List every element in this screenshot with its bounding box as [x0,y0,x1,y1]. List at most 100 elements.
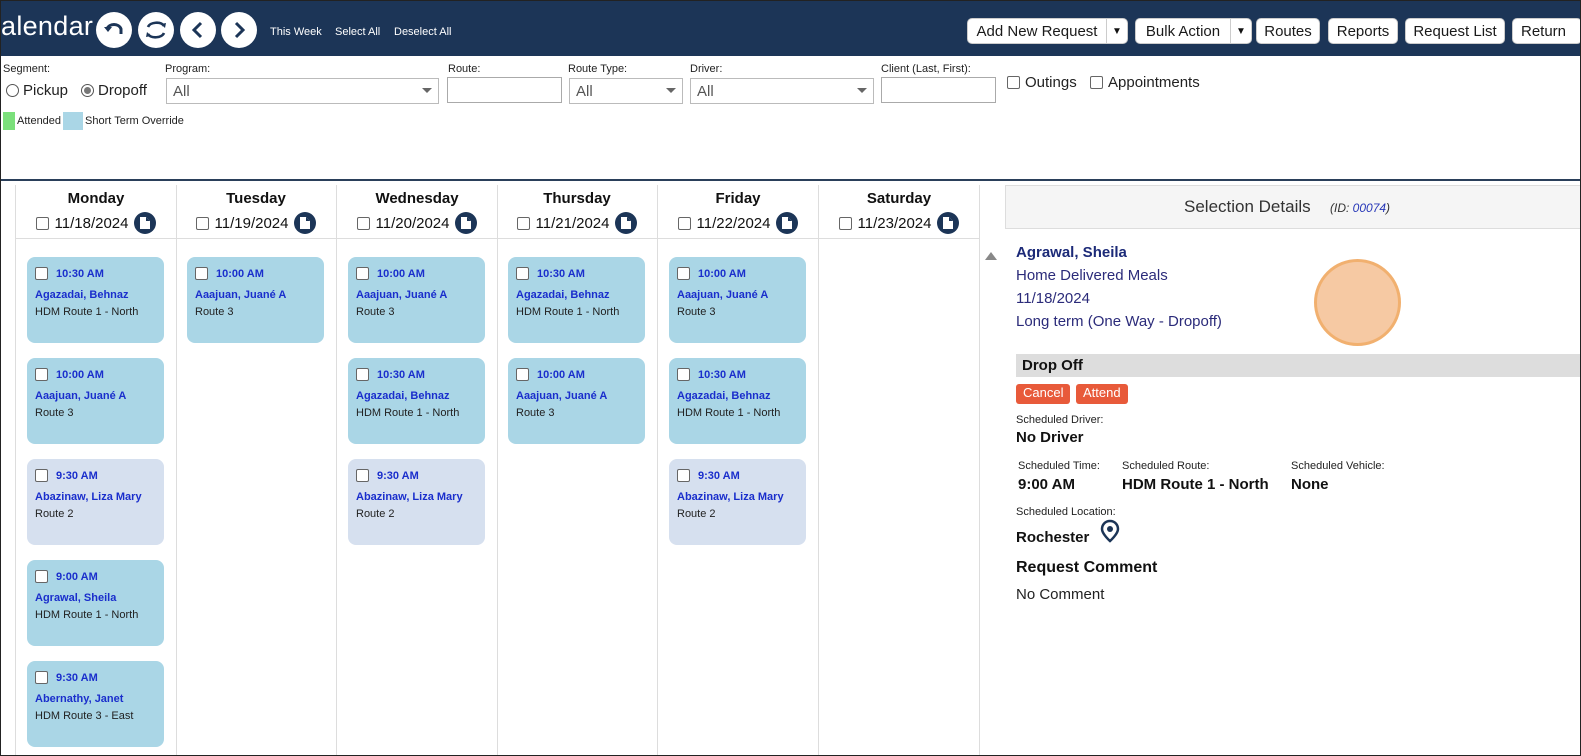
dropoff-radio[interactable]: Dropoff [81,82,147,99]
client-input[interactable] [881,77,996,103]
vehicle-value: None [1291,476,1329,493]
routes-button[interactable]: Routes [1256,18,1320,44]
outings-checkbox[interactable]: Outings [1007,74,1077,91]
request-card[interactable]: 10:30 AM Agazadai, Behnaz HDM Route 1 - No… [27,257,164,343]
id-suffix: ) [1386,201,1391,215]
card-route: Route 3 [35,407,74,419]
document-icon[interactable] [134,212,157,234]
document-icon[interactable] [615,212,638,234]
pickup-radio[interactable]: Pickup [6,82,68,99]
request-card[interactable]: 10:00 AM Aaajuan, Juané A Route 3 [508,358,645,444]
request-card[interactable]: 9:30 AM Abazinaw, Liza Mary Route 2 [669,459,806,545]
card-checkbox[interactable] [356,368,369,381]
card-route: HDM Route 1 - North [356,407,460,419]
card-time-row: 9:30 AM [35,671,98,684]
card-checkbox[interactable] [195,267,208,280]
id-value: 00074 [1352,201,1387,215]
day-select-checkbox[interactable] [677,216,691,230]
cancel-button[interactable]: Cancel [1016,384,1071,404]
request-card[interactable]: 10:00 AM Aaajuan, Juané A Route 3 [187,257,324,343]
bulk-action-button[interactable]: Bulk Action [1135,18,1231,44]
request-card[interactable]: 10:30 AM Agazadai, Behnaz HDM Route 1 - No… [348,358,485,444]
deselect-all-link[interactable]: Deselect All [394,26,452,38]
appointments-checkbox[interactable]: Appointments [1090,74,1200,91]
card-checkbox[interactable] [35,267,48,280]
request-card[interactable]: 10:00 AM Aaajuan, Juané A Route 3 [27,358,164,444]
request-list-button[interactable]: Request List [1405,18,1505,44]
document-icon[interactable] [937,212,960,234]
route-value: HDM Route 1 - North [1122,476,1269,493]
card-checkbox[interactable] [677,368,690,381]
card-client-name: Agazadai, Behnaz [677,390,771,402]
reports-button[interactable]: Reports [1328,18,1398,44]
return-button[interactable]: Return [1512,18,1580,44]
route-type-value: All [576,83,593,100]
card-checkbox[interactable] [677,469,690,482]
day-name: Monday [67,190,125,207]
document-icon[interactable] [776,212,799,234]
add-new-request-button[interactable]: Add New Request [967,18,1107,44]
client-name: Agrawal, Sheila [1016,244,1127,261]
select-all-link[interactable]: Select All [335,26,381,38]
request-card[interactable]: 9:30 AM Abernathy, Janet HDM Route 3 - Eas… [27,661,164,747]
card-route: HDM Route 1 - North [516,306,620,318]
card-client-name: Abernathy, Janet [35,693,124,705]
card-checkbox[interactable] [35,570,48,583]
card-checkbox[interactable] [677,267,690,280]
day-name: Saturday [866,190,932,207]
day-select-checkbox[interactable] [195,216,209,230]
day-date-row: 11/18/2024 [16,212,176,234]
request-card[interactable]: 9:00 AM Agrawal, Sheila HDM Route 1 - Nort… [27,560,164,646]
card-checkbox[interactable] [35,469,48,482]
card-client-name: Agazadai, Behnaz [35,289,129,301]
refresh-button[interactable] [138,12,174,48]
day-select-checkbox[interactable] [35,216,49,230]
day-select-checkbox[interactable] [356,216,370,230]
previous-week-button[interactable] [180,12,216,48]
card-checkbox[interactable] [516,368,529,381]
undo-button[interactable] [96,12,132,48]
document-icon[interactable] [455,212,478,234]
card-checkbox[interactable] [356,469,369,482]
segment-label: Segment: [3,63,51,75]
day-select-checkbox[interactable] [838,216,852,230]
next-week-button[interactable] [221,12,257,48]
route-type-select[interactable]: All [569,78,683,104]
outings-label: Outings [1025,74,1077,91]
card-time: 10:30 AM [698,368,746,381]
request-card[interactable]: 9:30 AM Abazinaw, Liza Mary Route 2 [27,459,164,545]
card-checkbox[interactable] [356,267,369,280]
day-column: 10:30 AM Agazadai, Behnaz HDM Route 1 - No… [16,239,177,755]
card-time: 10:00 AM [216,267,264,280]
request-type: Long term (One Way - Dropoff) [1016,313,1222,330]
request-comment-heading: Request Comment [1016,559,1158,576]
attend-button[interactable]: Attend [1076,384,1128,404]
route-input[interactable] [447,77,562,103]
card-checkbox[interactable] [35,368,48,381]
request-card[interactable]: 10:30 AM Agazadai, Behnaz HDM Route 1 - No… [669,358,806,444]
add-new-request-dropdown[interactable]: ▼ [1106,18,1128,44]
request-card[interactable]: 9:30 AM Abazinaw, Liza Mary Route 2 [348,459,485,545]
time-label: Scheduled Time: [1018,460,1100,472]
card-checkbox[interactable] [35,671,48,684]
document-icon[interactable] [294,212,317,234]
driver-select[interactable]: All [690,78,874,104]
request-card[interactable]: 10:30 AM Agazadai, Behnaz HDM Route 1 - No… [508,257,645,343]
card-route: HDM Route 3 - East [35,710,134,722]
card-client-name: Aaajuan, Juané A [677,289,769,301]
day-date: 11/19/2024 [214,214,289,232]
request-card[interactable]: 10:00 AM Aaajuan, Juané A Route 3 [669,257,806,343]
day-select-checkbox[interactable] [516,216,530,230]
program-select[interactable]: All [166,78,439,104]
collapse-up-icon[interactable] [985,252,997,260]
map-pin-icon[interactable] [1098,519,1122,543]
request-card[interactable]: 10:00 AM Aaajuan, Juané A Route 3 [348,257,485,343]
this-week-link[interactable]: This Week [270,26,322,38]
card-route: Route 2 [677,508,716,520]
card-checkbox[interactable] [516,267,529,280]
program-value: All [173,83,190,100]
day-date: 11/22/2024 [696,214,771,232]
day-date: 11/18/2024 [54,214,129,232]
bulk-action-dropdown[interactable]: ▼ [1230,18,1252,44]
request-date: 11/18/2024 [1016,290,1090,307]
